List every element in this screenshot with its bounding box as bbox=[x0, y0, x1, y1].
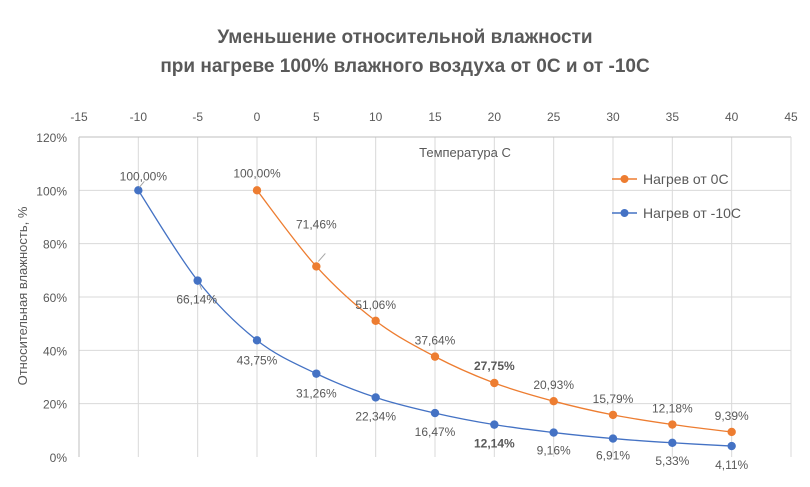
data-label: 20,93% bbox=[533, 378, 574, 392]
legend-marker bbox=[620, 175, 629, 183]
data-label: 12,18% bbox=[652, 402, 693, 416]
x-tick-label: 0 bbox=[254, 110, 261, 124]
data-point bbox=[252, 186, 262, 195]
data-label: 4,11% bbox=[715, 458, 748, 472]
legend: Нагрев от 0С Нагрев от -10С bbox=[612, 171, 741, 221]
data-label: 43,75% bbox=[237, 353, 278, 367]
data-label: 31,26% bbox=[296, 387, 337, 401]
data-point bbox=[727, 441, 736, 451]
y-tick-label: 80% bbox=[43, 238, 67, 252]
x-tick-label: -10 bbox=[130, 110, 148, 124]
data-point bbox=[549, 396, 558, 406]
x-tick-label: 40 bbox=[725, 110, 739, 124]
data-point bbox=[371, 316, 380, 326]
data-point bbox=[252, 336, 262, 345]
data-label: 37,64% bbox=[415, 334, 456, 348]
y-tick-label: 20% bbox=[43, 398, 67, 412]
legend-label: Нагрев от -10С bbox=[643, 205, 741, 221]
data-point bbox=[549, 428, 558, 437]
chart-title-line-2: при нагреве 100% влажного воздуха от 0С … bbox=[160, 56, 650, 77]
x-tick-label: -15 bbox=[70, 110, 88, 124]
x-tick-label: 10 bbox=[369, 110, 383, 124]
series-from-minus-10c: 100,00% 66,14% 43,75% 31,26% 22,34% 16,47% 12,… bbox=[120, 169, 749, 472]
data-point bbox=[371, 393, 380, 402]
data-label: 12,14% bbox=[474, 437, 515, 451]
y-tick-label: 0% bbox=[50, 451, 68, 465]
x-tick-label: 15 bbox=[428, 110, 442, 124]
chart-title-line-1: Уменьшение относительной влажности bbox=[217, 27, 593, 48]
x-tick-label: 45 bbox=[784, 110, 798, 124]
data-point bbox=[193, 276, 202, 285]
data-label: 51,06% bbox=[355, 298, 396, 312]
data-label: 100,00% bbox=[233, 166, 281, 180]
x-axis-tick-labels: -15 -10 -5 0 5 10 15 20 25 30 35 40 45 bbox=[70, 110, 798, 124]
legend-marker bbox=[620, 209, 629, 217]
x-tick-label: 5 bbox=[313, 110, 320, 124]
x-tick-label: 20 bbox=[488, 110, 502, 124]
y-tick-label: 60% bbox=[43, 291, 67, 305]
x-tick-label: 30 bbox=[606, 110, 620, 124]
data-point bbox=[312, 369, 321, 378]
legend-label: Нагрев от 0С bbox=[643, 171, 729, 187]
x-axis-label: Температура С bbox=[419, 145, 511, 160]
label-leader-line bbox=[138, 181, 145, 188]
data-label: 16,47% bbox=[415, 425, 456, 439]
series-line bbox=[256, 189, 732, 433]
series-line bbox=[137, 189, 732, 447]
label-leader-line bbox=[317, 253, 326, 262]
y-tick-label: 40% bbox=[43, 344, 67, 358]
data-label: 15,79% bbox=[593, 392, 634, 406]
data-label: 9,39% bbox=[715, 409, 749, 423]
data-point bbox=[727, 427, 736, 437]
data-label: 71,46% bbox=[296, 217, 337, 231]
label-leader-line bbox=[199, 284, 203, 290]
y-axis-label: Относительная влажность, % bbox=[15, 206, 30, 385]
data-point bbox=[312, 262, 321, 271]
data-label: 22,34% bbox=[355, 409, 396, 423]
data-point bbox=[490, 420, 499, 429]
data-point bbox=[668, 420, 677, 429]
data-point bbox=[430, 408, 440, 418]
legend-item: Нагрев от 0С bbox=[612, 171, 729, 187]
data-label: 66,14% bbox=[176, 293, 217, 307]
data-point bbox=[430, 352, 440, 361]
y-axis-tick-labels: 0% 20% 40% 60% 80% 100% 120% bbox=[36, 131, 67, 465]
data-label: 9,16% bbox=[537, 444, 571, 458]
data-point bbox=[134, 186, 143, 195]
gridlines bbox=[79, 136, 791, 457]
data-point bbox=[490, 378, 499, 388]
x-tick-label: 25 bbox=[547, 110, 561, 124]
data-label: 100,00% bbox=[120, 169, 168, 183]
x-tick-label: -5 bbox=[192, 110, 203, 124]
series-layer: 100,00% 71,46% 51,06% 37,64% 27,75% 20,93% 15,… bbox=[120, 166, 749, 472]
data-label: 27,75% bbox=[474, 359, 515, 373]
series-from-0c: 100,00% 71,46% 51,06% 37,64% 27,75% 20,93% 15,… bbox=[233, 166, 749, 437]
data-point bbox=[608, 434, 618, 443]
y-tick-label: 100% bbox=[36, 184, 67, 198]
y-tick-label: 120% bbox=[36, 131, 67, 145]
data-label: 5,33% bbox=[655, 454, 689, 468]
legend-item: Нагрев от -10С bbox=[612, 205, 741, 221]
axes bbox=[78, 136, 792, 457]
data-point bbox=[668, 438, 677, 447]
data-point bbox=[608, 410, 618, 420]
x-tick-label: 35 bbox=[666, 110, 680, 124]
data-label: 6,91% bbox=[596, 449, 630, 463]
